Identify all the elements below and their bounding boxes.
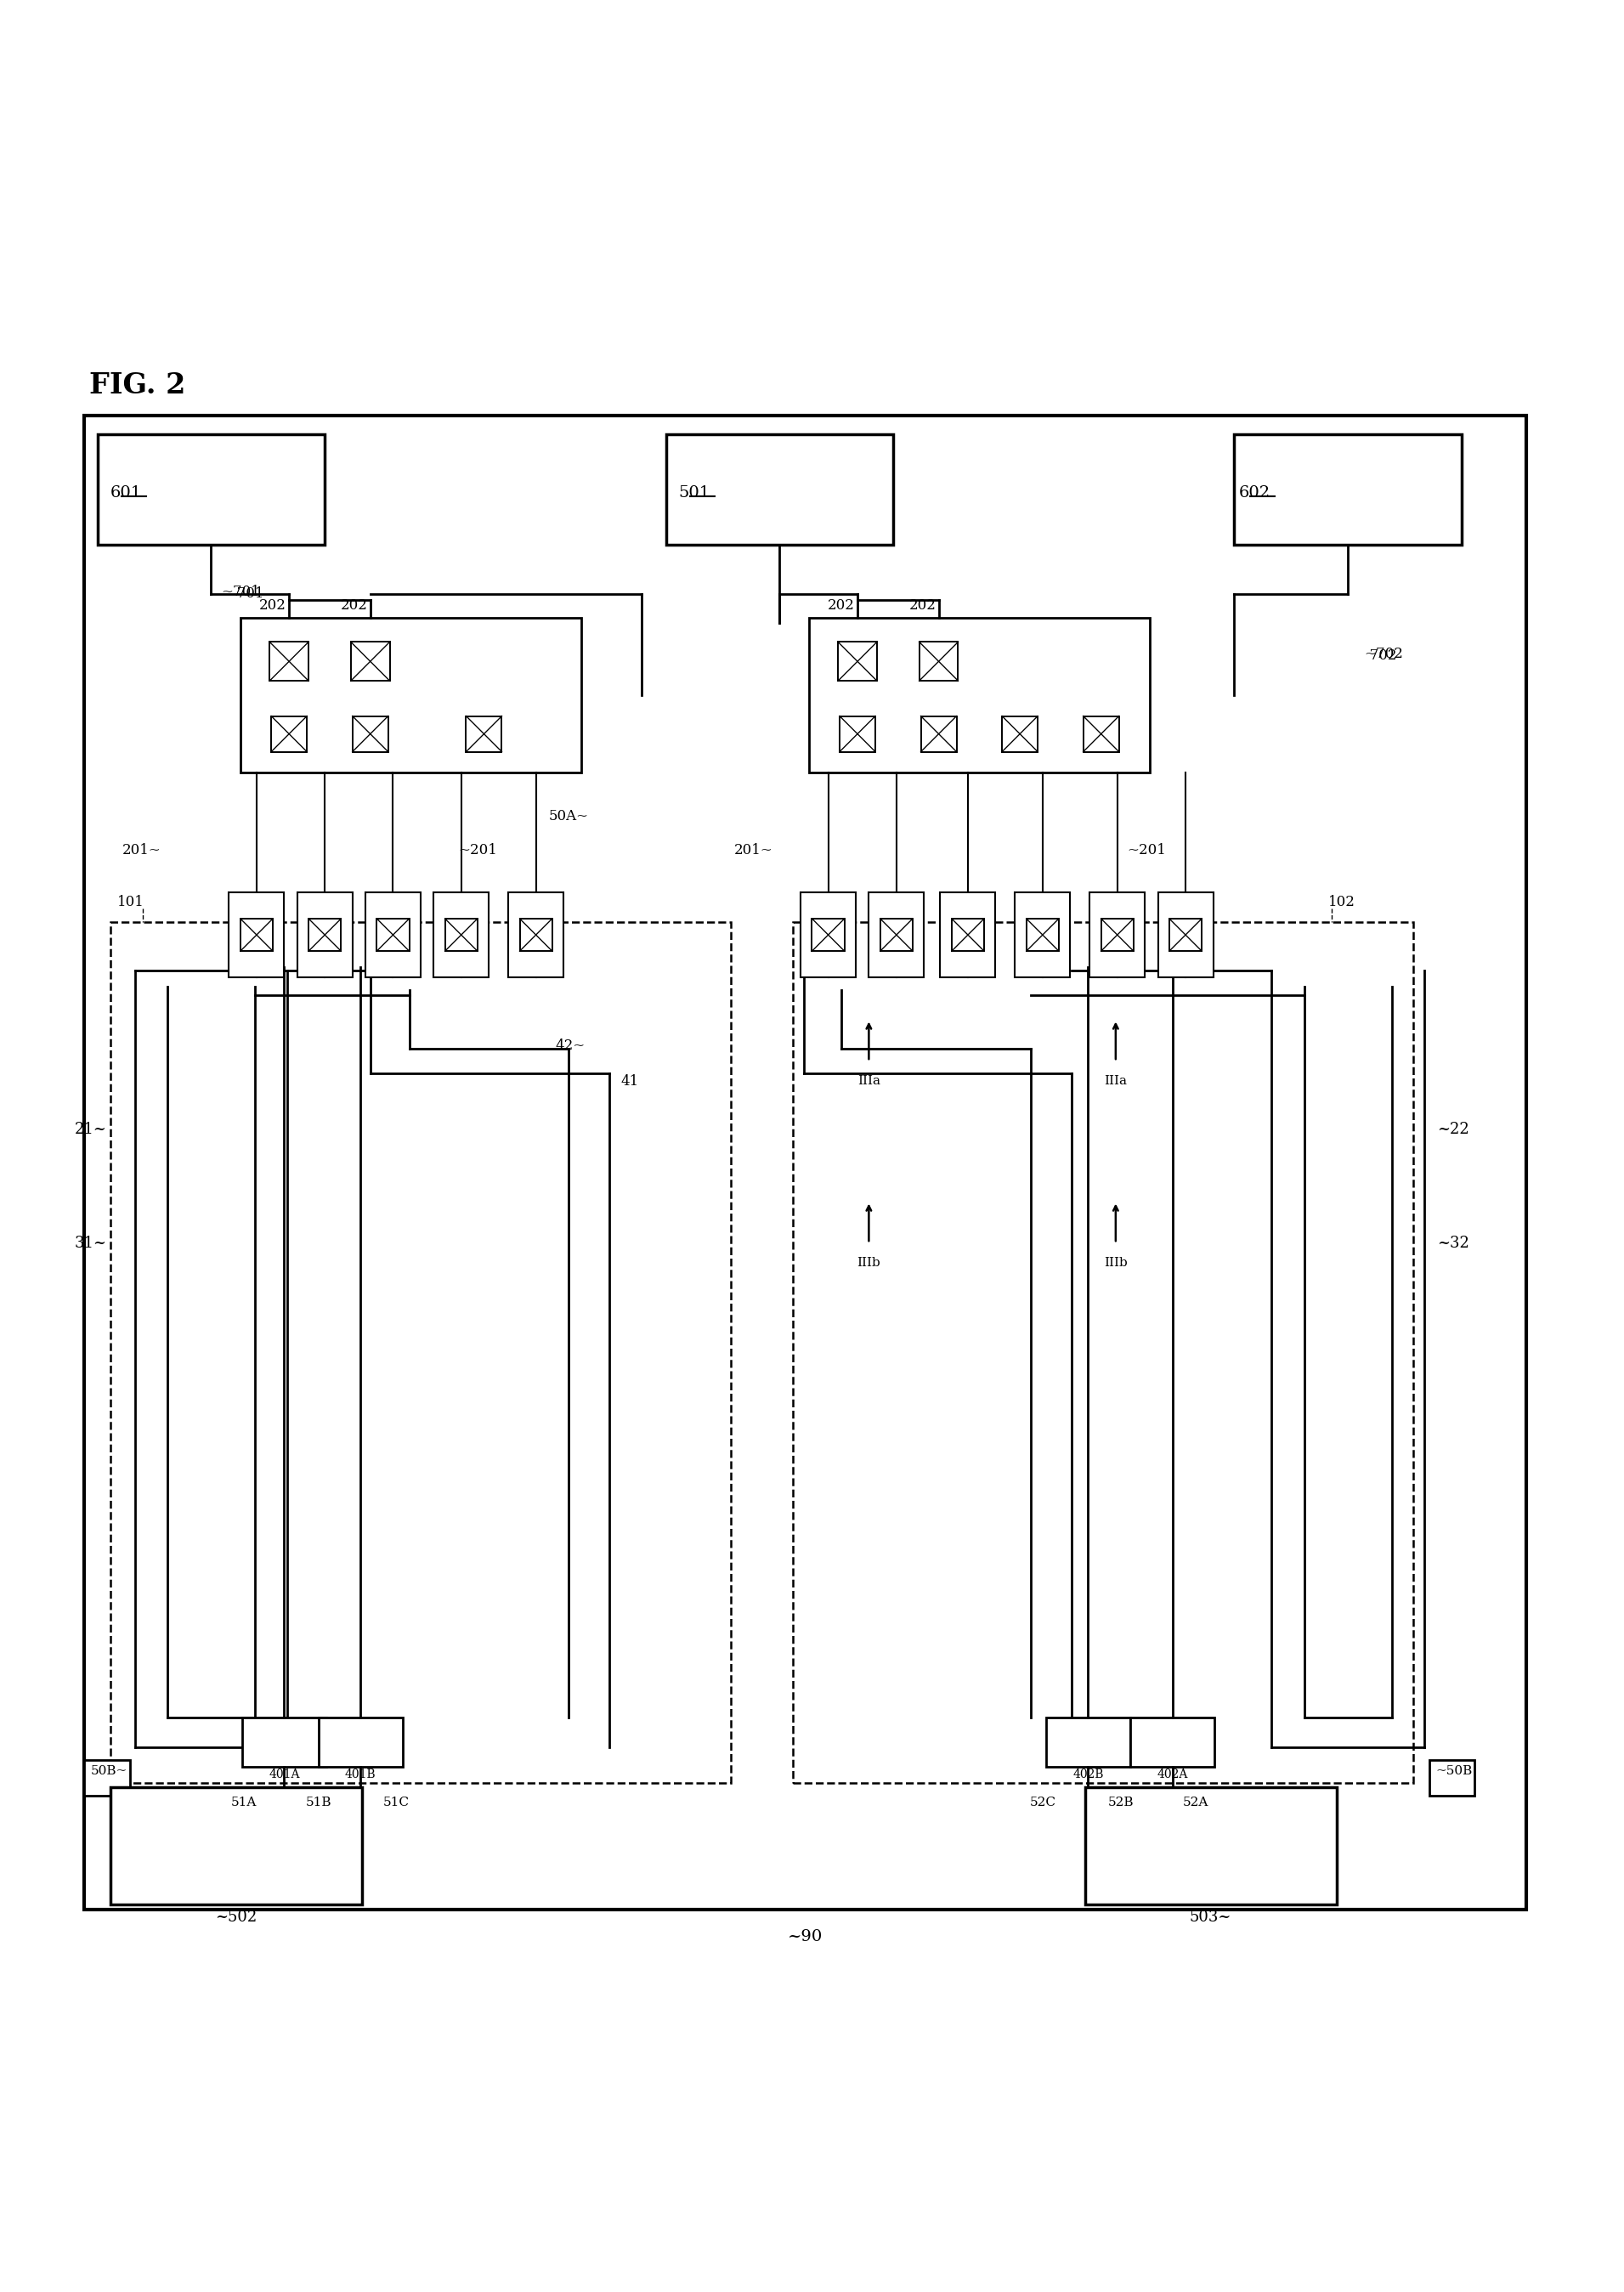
Text: 21~: 21~ bbox=[75, 1123, 107, 1137]
Bar bbox=[801, 892, 856, 976]
Text: IIIa: IIIa bbox=[1104, 1075, 1127, 1086]
Bar bbox=[365, 892, 421, 976]
Bar bbox=[297, 892, 352, 976]
Text: ~502: ~502 bbox=[216, 1909, 257, 1925]
Bar bbox=[880, 919, 913, 951]
Text: 503~: 503~ bbox=[1190, 1909, 1231, 1925]
Bar bbox=[1002, 715, 1038, 752]
Bar bbox=[1083, 715, 1119, 752]
Text: 52C: 52C bbox=[1030, 1797, 1056, 1808]
Bar bbox=[1429, 1760, 1475, 1795]
Bar bbox=[1090, 892, 1145, 976]
Text: ~201: ~201 bbox=[1127, 843, 1166, 857]
Bar bbox=[97, 435, 325, 545]
Text: 702: 702 bbox=[1361, 649, 1397, 662]
Text: ~201: ~201 bbox=[458, 843, 497, 857]
Text: IIIb: IIIb bbox=[1104, 1256, 1127, 1270]
Bar bbox=[110, 921, 731, 1783]
Text: 701: 701 bbox=[227, 587, 263, 601]
Bar bbox=[840, 715, 875, 752]
Bar bbox=[1085, 1788, 1337, 1905]
Bar bbox=[309, 919, 341, 951]
Text: 501: 501 bbox=[679, 486, 710, 500]
Bar bbox=[838, 642, 877, 681]
Bar bbox=[1130, 1717, 1215, 1767]
Bar bbox=[1158, 892, 1213, 976]
Text: 401B: 401B bbox=[344, 1769, 377, 1781]
Bar bbox=[377, 919, 409, 951]
Bar bbox=[445, 919, 477, 951]
Text: 51A: 51A bbox=[231, 1797, 257, 1808]
Bar bbox=[242, 1717, 326, 1767]
Text: 202: 202 bbox=[909, 598, 935, 612]
Bar bbox=[940, 892, 996, 976]
Text: 50A~: 50A~ bbox=[549, 809, 590, 823]
Bar bbox=[812, 919, 844, 951]
Bar bbox=[84, 1760, 130, 1795]
Bar bbox=[520, 919, 552, 951]
Text: 50B~: 50B~ bbox=[91, 1765, 128, 1776]
Text: 102: 102 bbox=[1328, 896, 1356, 910]
Bar bbox=[240, 919, 273, 951]
Bar bbox=[1234, 435, 1462, 545]
Text: 101: 101 bbox=[117, 896, 145, 910]
Bar bbox=[318, 1717, 403, 1767]
Text: 51B: 51B bbox=[305, 1797, 331, 1808]
Text: IIIb: IIIb bbox=[857, 1256, 880, 1270]
Bar bbox=[1015, 892, 1070, 976]
Bar bbox=[270, 642, 309, 681]
Text: 52B: 52B bbox=[1108, 1797, 1134, 1808]
Bar bbox=[1046, 1717, 1130, 1767]
Text: 202: 202 bbox=[341, 598, 367, 612]
Bar bbox=[921, 715, 957, 752]
Text: ~701: ~701 bbox=[221, 584, 260, 601]
Text: IIIa: IIIa bbox=[857, 1075, 880, 1086]
Bar bbox=[229, 892, 284, 976]
Text: ~50B: ~50B bbox=[1436, 1765, 1473, 1776]
Bar bbox=[352, 715, 388, 752]
Text: 602: 602 bbox=[1239, 486, 1270, 500]
Bar bbox=[351, 642, 390, 681]
Text: ~90: ~90 bbox=[788, 1930, 823, 1944]
Bar bbox=[869, 892, 924, 976]
Text: 202: 202 bbox=[260, 598, 286, 612]
Text: 401A: 401A bbox=[268, 1769, 300, 1781]
Text: ~702: ~702 bbox=[1364, 646, 1403, 660]
Text: 52A: 52A bbox=[1182, 1797, 1208, 1808]
Text: 201~: 201~ bbox=[122, 843, 161, 857]
Bar bbox=[110, 1788, 362, 1905]
Bar bbox=[1169, 919, 1202, 951]
Bar bbox=[1026, 919, 1059, 951]
Text: ~32: ~32 bbox=[1437, 1235, 1470, 1251]
Bar bbox=[271, 715, 307, 752]
Bar bbox=[809, 619, 1150, 772]
Text: 42~: 42~ bbox=[555, 1038, 585, 1052]
Text: 51C: 51C bbox=[383, 1797, 409, 1808]
Text: 201~: 201~ bbox=[734, 843, 773, 857]
Bar bbox=[1101, 919, 1134, 951]
Text: 402A: 402A bbox=[1156, 1769, 1189, 1781]
Bar bbox=[666, 435, 893, 545]
Text: 402B: 402B bbox=[1072, 1769, 1104, 1781]
Text: 31~: 31~ bbox=[75, 1235, 107, 1251]
Text: FIG. 2: FIG. 2 bbox=[89, 371, 185, 399]
Bar bbox=[508, 892, 564, 976]
Bar bbox=[466, 715, 502, 752]
Text: ~22: ~22 bbox=[1437, 1123, 1470, 1137]
Bar bbox=[84, 415, 1527, 1909]
Text: 601: 601 bbox=[110, 486, 141, 500]
Bar bbox=[952, 919, 984, 951]
Bar bbox=[434, 892, 489, 976]
Bar bbox=[240, 619, 581, 772]
Bar bbox=[919, 642, 958, 681]
Bar bbox=[793, 921, 1413, 1783]
Text: 202: 202 bbox=[828, 598, 854, 612]
Text: 41: 41 bbox=[620, 1075, 638, 1089]
